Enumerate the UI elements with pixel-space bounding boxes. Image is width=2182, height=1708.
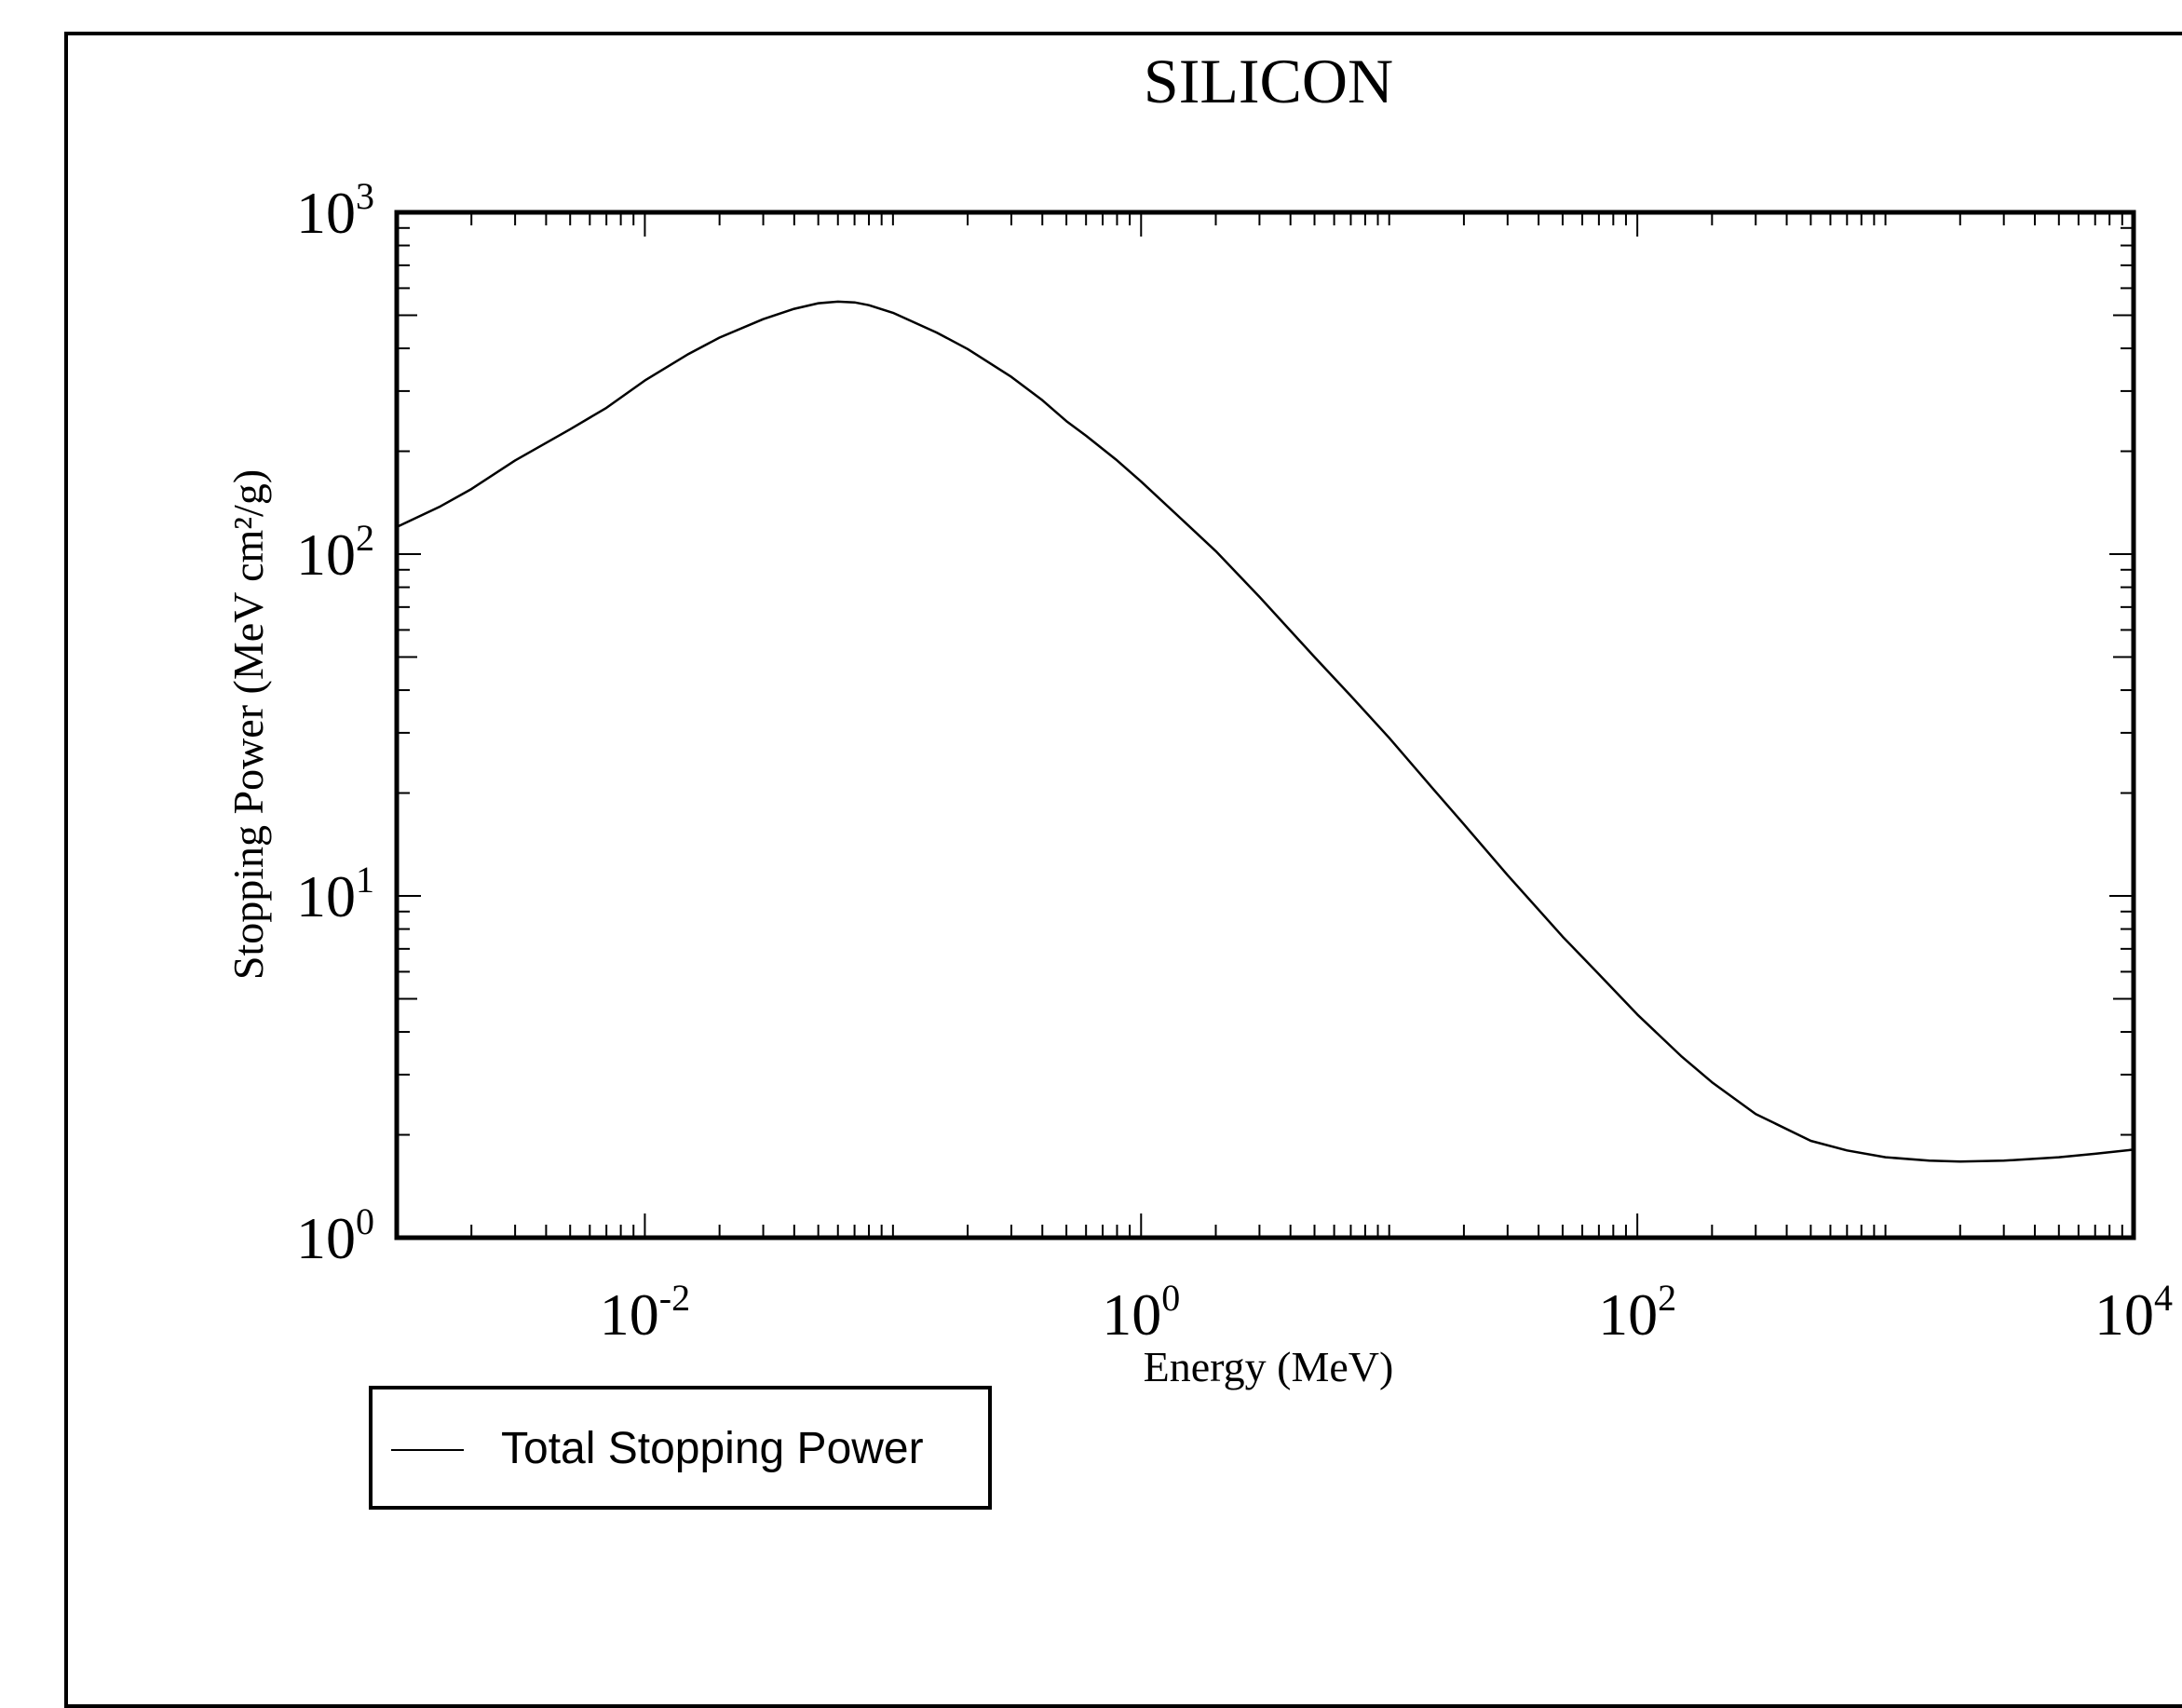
series-layer [396, 300, 2135, 1163]
x-tick-label: 104 [2094, 1277, 2173, 1348]
legend: Total Stopping Power [369, 1386, 992, 1510]
x-axis-ticks [396, 212, 2123, 1238]
x-tick-label: 100 [1102, 1277, 1180, 1348]
legend-label: Total Stopping Power [501, 1424, 924, 1473]
chart-title: SILICON [1144, 46, 1393, 116]
legend-box [369, 1386, 992, 1510]
y-tick-label: 102 [296, 517, 374, 588]
series-line-total-stopping-power [396, 300, 2135, 1163]
x-axis-label: Energy (MeV) [1144, 1343, 1394, 1390]
x-tick-label: 102 [1598, 1277, 1676, 1348]
plot-area [394, 210, 2136, 1240]
y-tick-label: 100 [296, 1200, 374, 1271]
y-axis-ticks [397, 226, 2134, 1239]
y-tick-labels: 100 101 102 103 [296, 175, 374, 1271]
y-axis-label: Stopping Power (MeV cm²/g) [224, 469, 272, 980]
y-tick-label: 103 [296, 175, 374, 246]
x-tick-label: 10-2 [600, 1277, 690, 1348]
x-tick-labels: 10-2 100 102 104 [600, 1277, 2173, 1348]
stopping-power-chart: SILICON 10-2 100 102 104 100 101 102 103 Energ… [224, 46, 2173, 1510]
y-tick-label: 101 [296, 859, 374, 929]
